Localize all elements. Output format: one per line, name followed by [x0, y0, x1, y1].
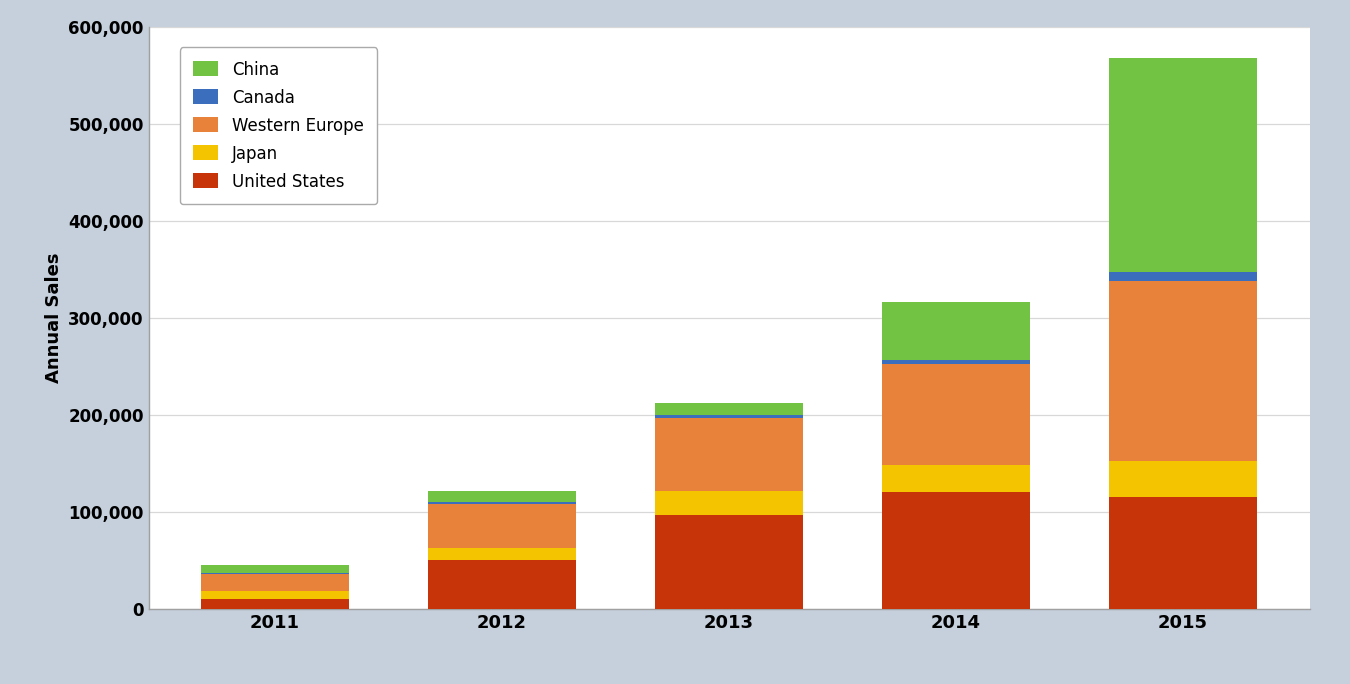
Bar	[428, 490, 576, 502]
Legend: China, Canada, Western Europe, Japan, United States: China, Canada, Western Europe, Japan, Un…	[180, 47, 377, 204]
Bar	[428, 560, 576, 609]
Bar	[882, 364, 1030, 465]
Bar	[201, 591, 348, 599]
Bar	[428, 548, 576, 560]
Bar	[201, 599, 348, 609]
Y-axis label: Annual Sales: Annual Sales	[45, 253, 62, 383]
Bar	[655, 490, 803, 515]
Bar	[655, 515, 803, 609]
Bar	[428, 504, 576, 548]
Bar	[655, 415, 803, 418]
Bar	[882, 465, 1030, 492]
Bar	[882, 492, 1030, 609]
Bar	[655, 404, 803, 415]
Bar	[428, 502, 576, 504]
Bar	[201, 573, 348, 574]
Bar	[655, 418, 803, 490]
Bar	[201, 565, 348, 573]
Bar	[882, 360, 1030, 364]
Bar	[1110, 460, 1257, 497]
Bar	[1110, 281, 1257, 460]
Bar	[1110, 58, 1257, 272]
Bar	[882, 302, 1030, 360]
Bar	[1110, 272, 1257, 281]
Bar	[201, 574, 348, 591]
Bar	[1110, 497, 1257, 609]
